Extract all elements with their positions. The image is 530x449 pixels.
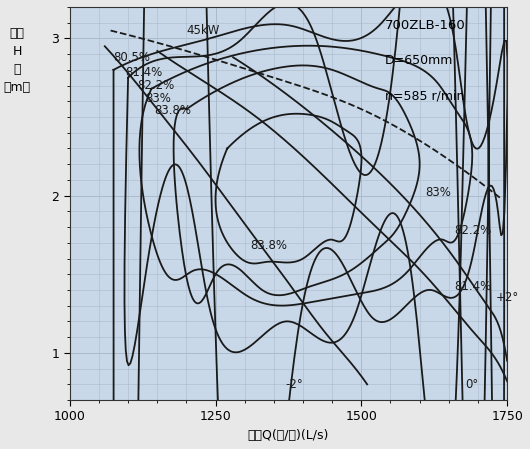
Text: 45kW: 45kW (187, 24, 220, 37)
Text: 0°: 0° (465, 378, 479, 391)
Text: 80.5%: 80.5% (113, 51, 151, 64)
Text: 83%: 83% (426, 186, 452, 199)
Text: 83.8%: 83.8% (154, 104, 191, 117)
Text: n=585 r/min: n=585 r/min (385, 89, 464, 102)
Text: 82.2%: 82.2% (137, 79, 174, 92)
Text: +2°: +2° (496, 291, 519, 304)
Text: 83%: 83% (146, 92, 172, 105)
X-axis label: 流量Q(升/秒)(L/s): 流量Q(升/秒)(L/s) (248, 429, 329, 442)
Text: 81.4%: 81.4% (125, 66, 162, 79)
Text: 扬程
H
米
（m）: 扬程 H 米 （m） (4, 26, 31, 93)
Text: 81.4%: 81.4% (455, 280, 492, 293)
Text: D=650mm: D=650mm (385, 54, 453, 67)
Text: 83.8%: 83.8% (251, 239, 288, 252)
Text: 82.2%: 82.2% (455, 224, 492, 237)
Text: -2°: -2° (286, 378, 303, 391)
Text: 700ZLB-160: 700ZLB-160 (385, 19, 465, 32)
